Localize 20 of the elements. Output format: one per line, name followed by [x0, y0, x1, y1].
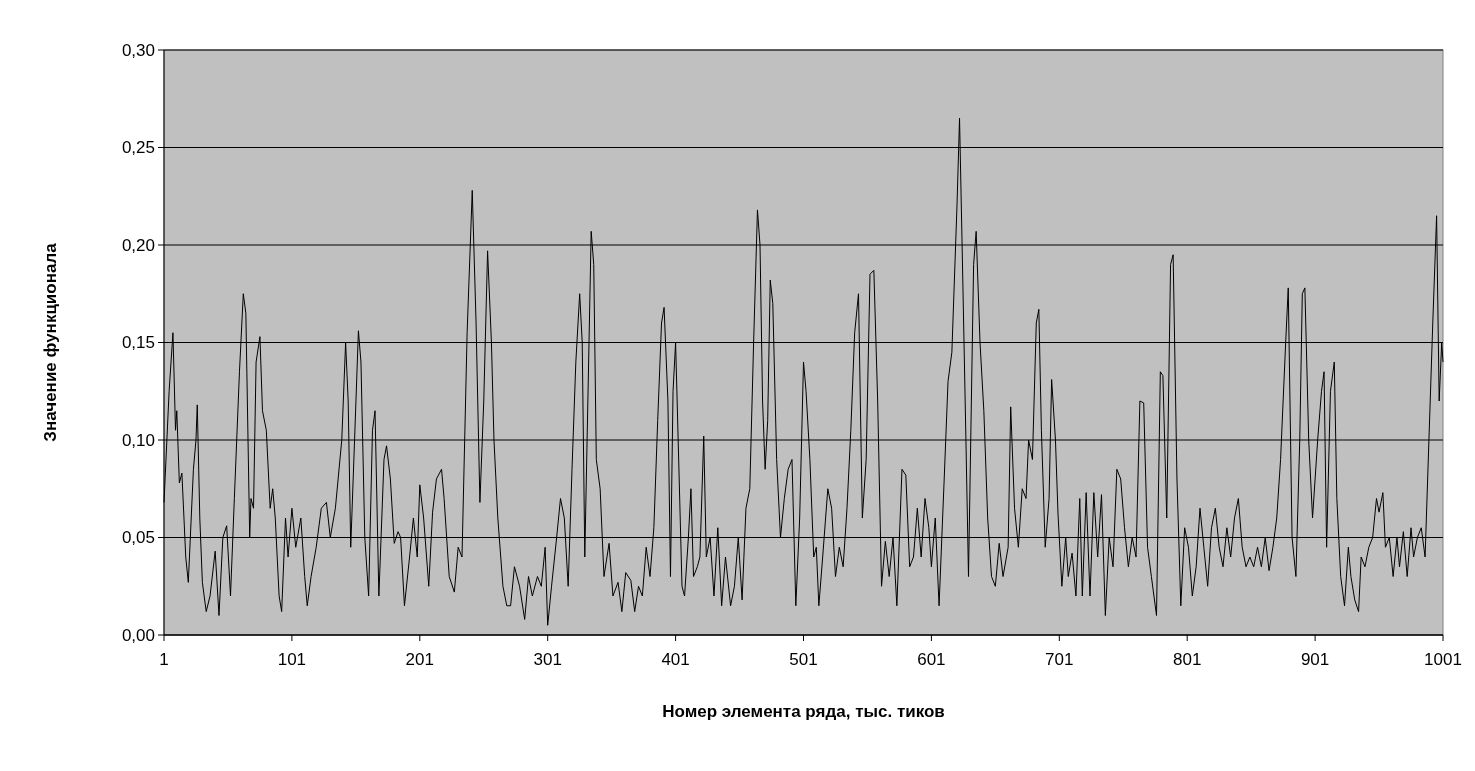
x-tick-label: 601 [917, 650, 946, 669]
x-tick-label: 1001 [1424, 650, 1462, 669]
x-tick-label: 101 [277, 650, 307, 669]
y-tick-label: 0,25 [121, 138, 155, 158]
x-tick-label: 201 [405, 650, 434, 669]
x-tick-label: 701 [1045, 650, 1074, 669]
x-tick-label: 401 [661, 650, 690, 669]
x-tick-label: 301 [533, 650, 562, 669]
y-tick-label: 0,30 [121, 40, 155, 60]
x-tick-label: 801 [1173, 650, 1202, 669]
y-tick-label: 0,15 [121, 333, 155, 353]
y-tick-label: 0,00 [121, 625, 155, 645]
y-tick-label: 0,20 [121, 235, 155, 255]
x-axis-title: Номер элемента ряда, тыс. тиков [662, 702, 945, 721]
y-axis-title: Значение функционала [41, 242, 60, 442]
x-tick-label: 1 [159, 650, 169, 669]
x-tick-label: 501 [789, 650, 818, 669]
y-tick-label: 0,05 [121, 528, 155, 548]
y-tick-label: 0,10 [121, 430, 155, 450]
x-tick-label: 901 [1300, 650, 1330, 669]
